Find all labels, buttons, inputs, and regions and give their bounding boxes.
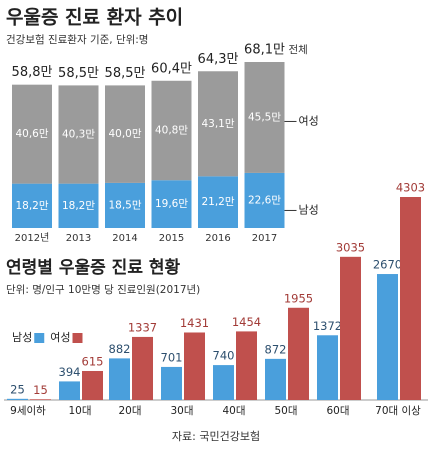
value-label: 3035	[336, 240, 365, 254]
x-tick-label: 40대	[222, 405, 245, 417]
bar-segment	[105, 85, 145, 183]
value-label: 882	[109, 342, 131, 356]
series-label: 남성	[299, 203, 319, 216]
bar	[340, 256, 361, 400]
x-tick-label: 9세이하	[10, 404, 46, 417]
x-tick-label: 50대	[274, 405, 297, 417]
value-label: 872	[265, 342, 287, 356]
total-label: 64,3만	[198, 52, 239, 67]
bar-segment	[198, 71, 238, 177]
bar-segment	[244, 62, 285, 173]
value-label: 45,5만	[248, 111, 281, 123]
value-label: 21,2만	[201, 196, 234, 208]
bar	[213, 365, 234, 400]
legend-swatch	[34, 333, 45, 343]
value-label: 40,6만	[15, 128, 48, 140]
chart-title: 우울증 진료 환자 추이	[6, 7, 183, 29]
total-label: 68,1만	[244, 43, 285, 58]
chart-title: 연령별 우울증 진료 현황	[6, 257, 181, 278]
value-label: 22,6만	[248, 194, 281, 206]
value-label: 615	[82, 354, 104, 368]
bar	[317, 335, 338, 400]
value-label: 25	[10, 382, 25, 396]
bar	[236, 331, 257, 400]
chart-subtitle: 단위: 명/인구 10만명 당 진료인원(2017년)	[6, 283, 200, 296]
bar	[59, 381, 80, 400]
legend-label: 남성	[12, 331, 32, 344]
bar-segment	[58, 85, 99, 184]
value-label: 740	[213, 349, 235, 363]
bar-segment	[244, 172, 285, 228]
value-label: 19,6만	[155, 198, 188, 210]
bar	[184, 332, 205, 400]
bar-segment	[198, 176, 238, 228]
x-tick-label: 2016	[205, 233, 230, 244]
value-label: 1955	[284, 291, 313, 305]
x-tick-label: 2015	[159, 233, 184, 244]
chart-subtitle: 건강보험 진료환자 기준, 단위:명	[6, 33, 148, 46]
value-label: 701	[161, 350, 183, 364]
x-tick-label: 10대	[68, 405, 91, 417]
value-label: 40,0만	[108, 128, 141, 140]
total-label: 58,5만	[105, 66, 146, 81]
bar	[7, 398, 28, 400]
bar	[109, 358, 130, 400]
value-label: 43,1만	[201, 118, 234, 130]
x-tick-label: 70대 이상	[375, 405, 421, 417]
value-label: 1372	[313, 319, 342, 333]
total-label: 58,5만	[58, 66, 99, 81]
value-label: 4303	[396, 181, 425, 195]
total-label: 58,8만	[12, 65, 53, 80]
bar-segment	[105, 182, 145, 228]
value-label: 1337	[128, 320, 157, 334]
total-name: 전체	[289, 44, 308, 56]
value-label: 2670	[373, 258, 402, 272]
bar	[377, 274, 398, 400]
bar-segment	[58, 183, 99, 228]
bar	[288, 307, 309, 400]
value-label: 18,2만	[15, 200, 48, 212]
x-tick-label: 2017	[252, 233, 277, 244]
source: 자료: 국민건강보험	[172, 430, 260, 443]
x-tick-label: 30대	[170, 405, 193, 417]
bar	[265, 358, 286, 400]
bar-segment	[12, 183, 52, 228]
bar	[82, 370, 103, 400]
x-tick-label: 2013	[66, 233, 91, 244]
x-tick-label: 2014	[112, 233, 137, 244]
bar	[161, 366, 182, 400]
value-label: 15	[33, 383, 48, 397]
value-label: 18,2만	[62, 200, 95, 212]
bar-segment	[151, 80, 192, 181]
value-label: 18,5만	[108, 199, 141, 211]
value-label: 1454	[232, 315, 261, 329]
bar-segment	[12, 84, 52, 184]
total-label: 60,4만	[151, 61, 192, 76]
bar	[132, 336, 153, 400]
value-label: 40,3만	[62, 129, 95, 141]
value-label: 394	[59, 365, 81, 379]
x-tick-label: 60대	[326, 405, 349, 417]
series-label: 여성	[299, 114, 319, 127]
bar-segment	[151, 180, 192, 228]
legend-swatch	[72, 333, 83, 343]
x-tick-label: 20대	[118, 405, 141, 417]
x-tick-label: 2012년	[15, 232, 50, 244]
value-label: 40,8만	[155, 124, 188, 136]
legend-label: 여성	[50, 331, 70, 344]
value-label: 1431	[180, 316, 209, 330]
bar	[30, 399, 51, 400]
bar	[400, 197, 421, 400]
